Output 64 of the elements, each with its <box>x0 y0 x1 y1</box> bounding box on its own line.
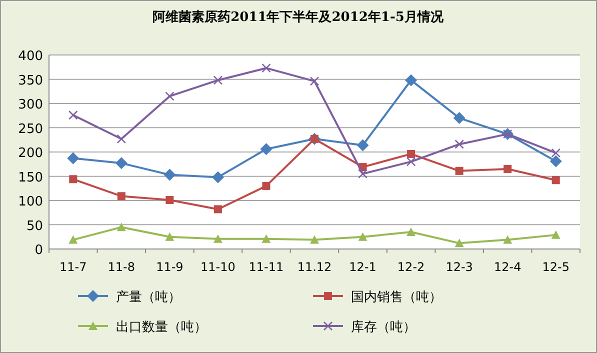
point <box>262 234 271 243</box>
y-tick-label: 300 <box>18 98 43 112</box>
point <box>455 166 464 175</box>
legend-label: 库存（吨） <box>351 320 416 335</box>
point <box>358 232 368 241</box>
point <box>213 76 223 85</box>
x-tick-label: 11-10 <box>200 260 236 274</box>
legend-label: 产量（吨） <box>116 290 181 305</box>
point <box>551 148 561 158</box>
x-tick-label: 12-1 <box>349 260 376 274</box>
x-tick-label: 11.12 <box>297 260 332 274</box>
point <box>68 110 78 120</box>
point <box>115 157 128 170</box>
y-tick-label: 200 <box>18 146 43 161</box>
point <box>310 235 319 244</box>
point <box>69 175 78 184</box>
point <box>454 140 464 149</box>
point <box>260 143 272 156</box>
point <box>262 63 271 73</box>
point <box>405 74 418 86</box>
point <box>116 134 126 144</box>
y-tick-label: 400 <box>18 49 43 64</box>
point <box>262 182 270 190</box>
legend-label: 出口数量（吨） <box>116 320 207 335</box>
point <box>117 192 126 200</box>
point <box>310 76 320 86</box>
point <box>453 112 466 124</box>
point <box>406 228 416 236</box>
point <box>165 92 174 101</box>
x-tick-label: 12-5 <box>542 260 570 274</box>
x-tick-label: 11-7 <box>60 260 87 274</box>
y-tick-label: 100 <box>18 194 43 210</box>
point <box>164 168 176 181</box>
point <box>552 176 560 184</box>
point <box>358 169 368 178</box>
point <box>214 205 222 214</box>
y-tick-label: 350 <box>18 73 43 88</box>
point <box>213 234 222 243</box>
x-tick-label: 11-9 <box>156 260 184 274</box>
point <box>166 196 174 204</box>
x-tick-label: 12-3 <box>446 260 473 274</box>
x-tick-label: 11-11 <box>248 260 284 274</box>
point <box>116 222 126 232</box>
point <box>165 232 174 241</box>
x-tick-label: 12-2 <box>397 260 425 274</box>
point <box>454 238 464 248</box>
chart-title: 阿维菌素原药2011年下半年及2012年1-5月情况 <box>152 9 444 25</box>
x-tick-label: 12-4 <box>494 260 522 274</box>
point <box>356 139 369 152</box>
y-tick-label: 50 <box>26 218 43 234</box>
point <box>68 235 78 244</box>
point <box>67 152 80 164</box>
x-tick-label: 11-8 <box>108 260 136 274</box>
point <box>212 171 224 184</box>
point <box>551 230 560 239</box>
legend-label: 国内销售（吨） <box>351 290 442 305</box>
y-tick-label: 250 <box>18 122 43 137</box>
point <box>503 235 512 244</box>
y-tick-label: 150 <box>18 170 43 186</box>
y-tick-label: 0 <box>34 243 43 258</box>
point <box>504 164 512 173</box>
point <box>407 150 416 158</box>
point <box>406 157 416 166</box>
point <box>550 155 562 168</box>
